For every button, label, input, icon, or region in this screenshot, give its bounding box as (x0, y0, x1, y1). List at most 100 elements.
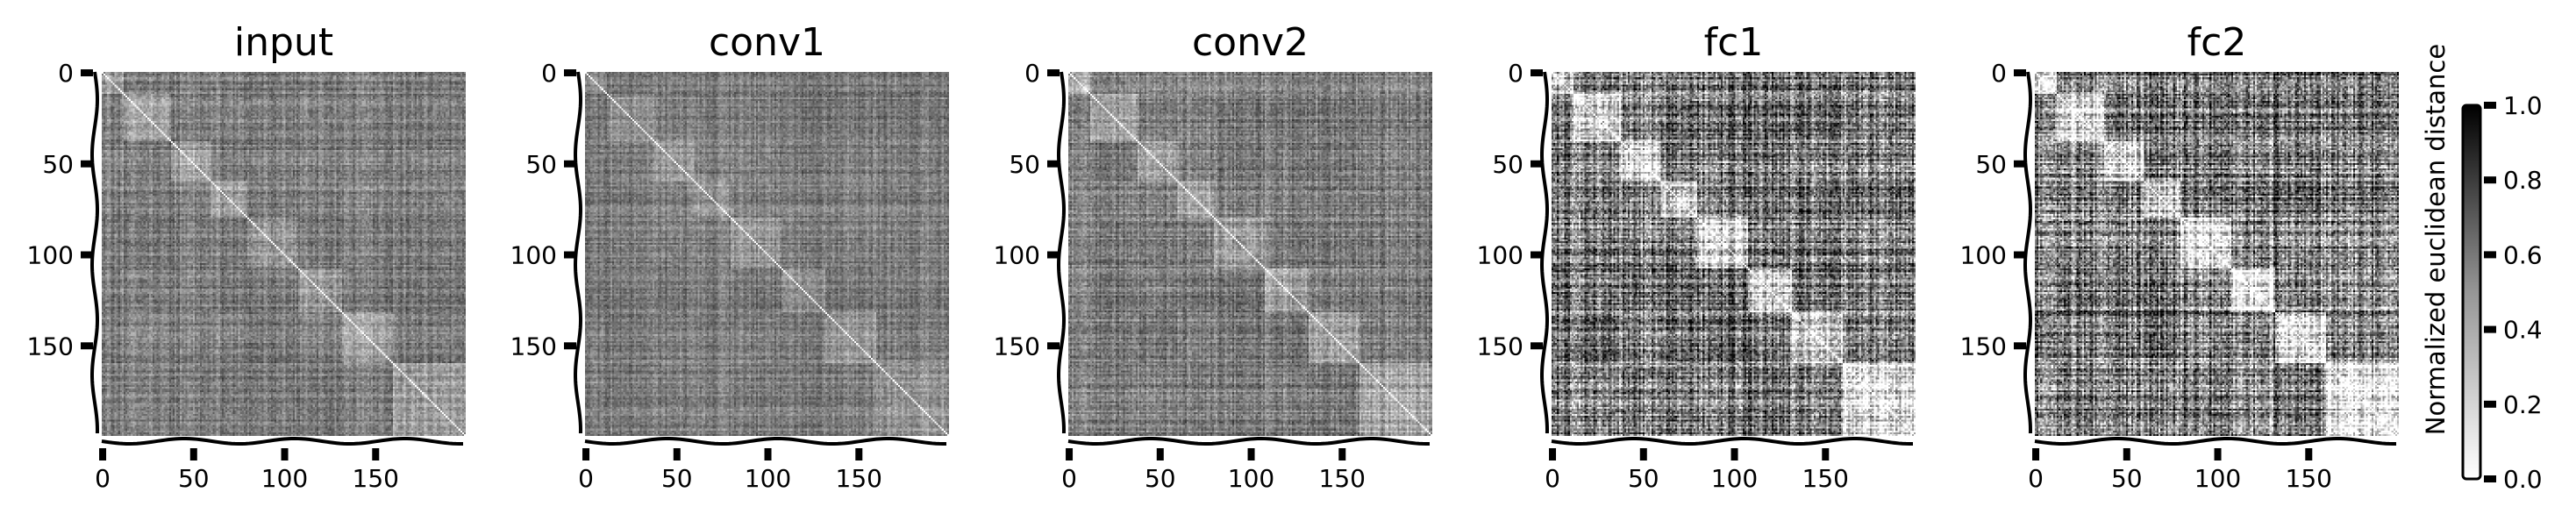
y-tick-label: 150 (1960, 332, 2007, 361)
y-tick (1047, 160, 1060, 168)
y-tick (1047, 342, 1060, 350)
heatmap-input (102, 72, 466, 436)
x-tick-label: 0 (1545, 464, 1560, 493)
x-tick-label: 50 (1145, 464, 1176, 493)
y-tick-label: 0 (1508, 59, 1523, 88)
heatmap-fc1 (1552, 72, 1916, 436)
heatmap-conv1 (585, 72, 949, 436)
x-tick (764, 448, 772, 460)
y-tick-label: 150 (510, 332, 557, 361)
x-tick (2214, 448, 2222, 460)
colorbar: 0.0 0.2 0.4 0.6 0.8 1.0 Normalized euclidean d… (2421, 44, 2543, 494)
y-tick-label: 0 (1024, 59, 1040, 88)
panel-title: conv1 (709, 20, 825, 65)
y-tick (2014, 251, 2026, 259)
y-tick (81, 69, 93, 77)
colorbar-tick-label: 0.0 (2503, 465, 2543, 494)
x-tick-label: 50 (661, 464, 693, 493)
x-tick (2123, 448, 2130, 460)
x-axis-spine (101, 436, 464, 446)
x-tick-label: 0 (2028, 464, 2044, 493)
colorbar-tick-label: 0.6 (2503, 240, 2543, 269)
y-tick (81, 160, 93, 168)
y-tick-label: 0 (541, 59, 557, 88)
x-tick-label: 50 (2111, 464, 2143, 493)
y-tick-label: 50 (42, 150, 74, 179)
y-tick-label: 100 (510, 241, 557, 270)
y-tick (1531, 69, 1543, 77)
panel-fc1: fc1 0 50 100 150 0 50 100 150 (1477, 20, 1916, 493)
x-axis-spine (2034, 436, 2397, 446)
x-tick (2032, 448, 2040, 460)
y-tick-label: 150 (27, 332, 74, 361)
x-axis-spine (584, 436, 947, 446)
y-tick-label: 150 (994, 332, 1040, 361)
x-tick-label: 50 (1628, 464, 1659, 493)
x-tick-label: 100 (745, 464, 791, 493)
panel-fc2: fc2 0 50 100 150 0 50 100 150 (1960, 20, 2399, 493)
y-tick-label: 0 (58, 59, 74, 88)
colorbar-tick (2484, 251, 2496, 259)
x-tick-label: 150 (836, 464, 882, 493)
y-tick (81, 342, 93, 350)
colorbar-tick-label: 1.0 (2503, 91, 2543, 120)
x-tick (855, 448, 863, 460)
x-tick (1156, 448, 1164, 460)
x-tick-label: 100 (1711, 464, 1758, 493)
y-tick (2014, 160, 2026, 168)
x-tick (673, 448, 681, 460)
x-tick (1549, 448, 1557, 460)
x-tick-label: 50 (178, 464, 210, 493)
colorbar-tick (2484, 400, 2496, 408)
x-tick (1639, 448, 1647, 460)
y-tick (564, 342, 576, 350)
y-tick-label: 100 (994, 241, 1040, 270)
panel-title: fc1 (1704, 20, 1764, 65)
x-axis-spine (1067, 436, 1431, 446)
heatmap-fc2 (2035, 72, 2399, 436)
y-tick-label: 150 (1477, 332, 1523, 361)
y-tick (564, 251, 576, 259)
x-tick (582, 448, 590, 460)
colorbar-tick (2484, 102, 2496, 109)
y-tick-label: 50 (1492, 150, 1523, 179)
panel-conv1: conv1 0 50 100 150 0 50 100 150 (510, 20, 949, 493)
y-tick (1047, 69, 1060, 77)
colorbar-gradient (2461, 104, 2482, 481)
colorbar-tick-label: 0.2 (2503, 390, 2543, 419)
colorbar-tick-label: 0.8 (2503, 166, 2543, 195)
y-tick-label: 100 (27, 241, 74, 270)
x-tick-label: 100 (1228, 464, 1274, 493)
x-tick-label: 150 (353, 464, 399, 493)
x-tick-label: 0 (95, 464, 111, 493)
x-tick (1730, 448, 1738, 460)
colorbar-label: Normalized euclidean distance (2421, 44, 2451, 435)
colorbar-tick-label: 0.4 (2503, 316, 2543, 345)
panel-conv2: conv2 0 50 100 150 0 50 100 150 (994, 20, 1432, 493)
y-tick (564, 160, 576, 168)
y-tick (81, 251, 93, 259)
panel-title: conv2 (1192, 20, 1309, 65)
x-tick-label: 0 (1061, 464, 1077, 493)
y-tick (1047, 251, 1060, 259)
panel-input: input 0 50 100 150 0 50 100 150 (27, 20, 466, 493)
colorbar-tick (2484, 325, 2496, 333)
heatmap-conv2 (1068, 72, 1432, 436)
x-tick-label: 100 (2194, 464, 2241, 493)
x-axis-spine (1551, 436, 1914, 446)
x-tick-label: 150 (2286, 464, 2332, 493)
y-tick (2014, 69, 2026, 77)
heatmap-panels: input 0 50 100 150 0 50 100 150 conv1 0 50 100 150 0 50… (27, 20, 2399, 493)
x-tick-label: 0 (578, 464, 594, 493)
colorbar-tick (2484, 475, 2496, 482)
x-tick (189, 448, 197, 460)
x-tick (1822, 448, 1830, 460)
x-tick (99, 448, 107, 460)
x-tick (1247, 448, 1255, 460)
x-tick (2305, 448, 2313, 460)
y-tick (1531, 160, 1543, 168)
y-tick-label: 50 (1975, 150, 2007, 179)
x-tick (1338, 448, 1346, 460)
y-tick-label: 0 (1991, 59, 2007, 88)
